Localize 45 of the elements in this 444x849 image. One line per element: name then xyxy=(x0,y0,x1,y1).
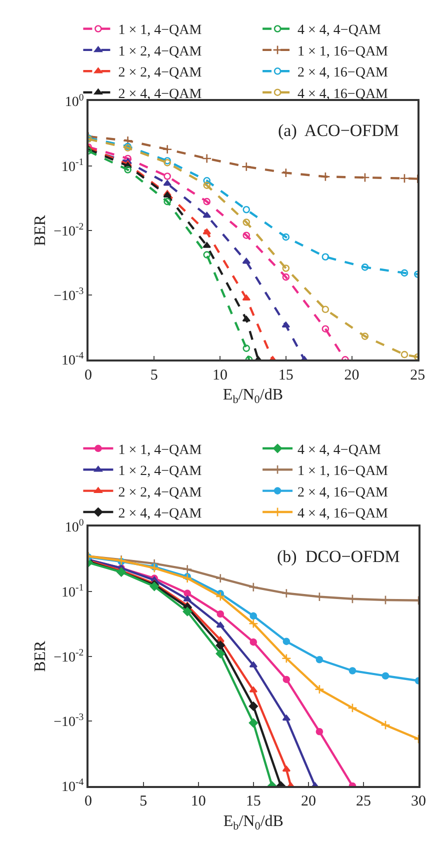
legend-label: 1 × 2, 4−QAM xyxy=(118,44,202,60)
legend-label: 2 × 4, 16−QAM xyxy=(298,485,389,500)
y-tick-label: −10$^{-3}$ xyxy=(54,712,84,730)
y-axis-title: BER xyxy=(32,640,50,672)
x-tick-label: 15 xyxy=(246,794,261,810)
legend-label: 1 × 1, 16−QAM xyxy=(298,44,389,60)
x-tick-label: 25 xyxy=(356,794,371,810)
x-tick-label: 10 xyxy=(212,367,228,384)
annotation: (a) ACO−OFDM xyxy=(278,121,400,140)
y-tick-label: 10$^{0}$ xyxy=(64,518,84,536)
legend-label: 2 × 4, 4−QAM xyxy=(118,506,202,522)
legend-label: 4 × 4, 16−QAM xyxy=(298,86,389,102)
x-axis-title: E$_{b}$/N$_{0}$/dB xyxy=(223,812,284,832)
legend-label: 1 × 1, 16−QAM xyxy=(298,464,389,480)
y-tick-label: 10$^{-1}$ xyxy=(62,582,84,600)
y-tick-label: 10$^{-1}$ xyxy=(62,156,84,175)
legend-label: 1 × 1, 4−QAM xyxy=(118,442,202,458)
legend-label: 2 × 4, 4−QAM xyxy=(118,86,202,102)
legend-label: 1 × 1, 4−QAM xyxy=(118,23,202,38)
x-tick-label: 20 xyxy=(300,794,316,810)
y-tick-label: 10$^{-4}$ xyxy=(62,350,84,369)
legend-label: 2 × 4, 16−QAM xyxy=(298,66,389,81)
y-tick-label: −10$^{-2}$ xyxy=(54,221,84,240)
x-tick-label: 0 xyxy=(84,367,92,384)
legend-label: 1 × 2, 4−QAM xyxy=(118,464,202,480)
x-tick-label: 10 xyxy=(190,794,206,810)
x-tick-label: 15 xyxy=(278,367,294,384)
x-axis-title: E$_{b}$/N$_{0}$/dB xyxy=(222,386,284,406)
y-tick-label: −10$^{-2}$ xyxy=(54,647,84,666)
x-tick-label: 30 xyxy=(411,794,426,810)
x-tick-label: 0 xyxy=(84,794,92,810)
legend-label: 4 × 4, 4−QAM xyxy=(298,442,382,458)
legend-label: 4 × 4, 16−QAM xyxy=(298,506,389,522)
y-tick-label: 10$^{0}$ xyxy=(64,92,84,110)
legend-label: 2 × 2, 4−QAM xyxy=(118,485,202,500)
x-tick-label: 5 xyxy=(140,794,148,810)
y-tick-label: 10$^{-4}$ xyxy=(62,777,84,795)
x-tick-label: 25 xyxy=(410,367,426,384)
annotation: (b) DCO−OFDM xyxy=(277,547,400,566)
legend-label: 2 × 2, 4−QAM xyxy=(118,66,202,81)
y-axis-title: BER xyxy=(32,214,50,246)
y-tick-label: −10$^{-3}$ xyxy=(54,286,84,304)
legend-label: 4 × 4, 4−QAM xyxy=(298,23,382,38)
x-tick-label: 20 xyxy=(344,367,360,384)
x-tick-label: 5 xyxy=(150,367,158,384)
